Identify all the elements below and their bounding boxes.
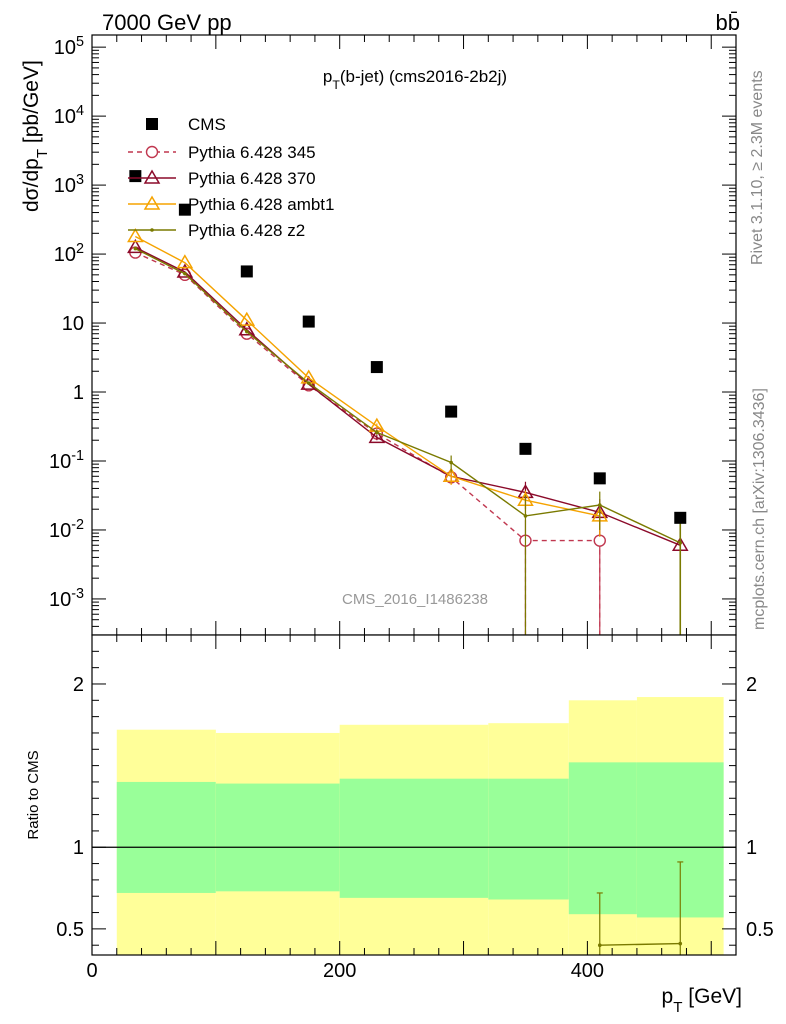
legend-entry: Pythia 6.428 ambt1	[128, 195, 334, 214]
ratio-y-tick-label-right: 0.5	[746, 919, 774, 941]
series-marker	[127, 238, 144, 254]
main-y-tick-label: 102	[54, 241, 84, 266]
ratio-series	[596, 861, 684, 955]
legend-marker	[145, 145, 159, 159]
ratio-y-axis-label: Ratio to CMS	[25, 750, 42, 839]
ratio-axis-ticks: 0 200 400 0.5 0.5 1 1 2 2	[56, 634, 774, 982]
ratio-y-tick-label-right: 1	[746, 837, 757, 859]
series-marker	[375, 430, 379, 435]
ratio-series-line	[599, 942, 681, 946]
analysis-watermark: CMS_2016_I1486238	[342, 591, 488, 608]
ratio-inner-band	[488, 778, 569, 900]
legend-label: CMS	[188, 115, 226, 134]
legend-marker	[150, 228, 154, 232]
main-y-tick-label: 1	[73, 382, 84, 404]
series-marker	[368, 428, 386, 444]
main-frame	[91, 34, 737, 636]
ratio-uncertainty-bands	[92, 697, 736, 955]
main-axis-ticks: 10-3 10-2 10-1 1 10 102 103 104 105	[49, 34, 736, 636]
series-marker	[176, 263, 194, 278]
main-y-tick-label: 105	[54, 34, 84, 59]
data-point-cms	[178, 203, 191, 216]
ratio-marker	[597, 943, 602, 948]
data-point-cms	[302, 315, 315, 328]
series-marker	[183, 271, 187, 276]
main-y-tick-label: 104	[54, 103, 84, 128]
series-line	[135, 251, 600, 542]
chart-title: pT(b-jet) (cms2016-2b2j)	[323, 67, 507, 92]
series-marker	[597, 503, 602, 507]
series-marker	[133, 246, 138, 251]
main-y-axis-label: dσ/dpT [pb/GeV]	[20, 60, 51, 212]
legend-entry: CMS	[146, 115, 226, 134]
ratio-inner-band	[116, 781, 216, 893]
series-marker	[678, 541, 683, 545]
legend-entry: Pythia 6.428 345	[128, 143, 316, 162]
legend-label: Pythia 6.428 ambt1	[188, 195, 334, 214]
header-right-label: bb̄	[716, 10, 740, 35]
ratio-inner-band	[339, 778, 489, 898]
ratio-y-tick-label: 1	[73, 837, 84, 859]
legend-entry: Pythia 6.428 370	[128, 169, 316, 188]
data-point-cms	[240, 265, 253, 278]
data-point-cms	[593, 472, 606, 485]
main-y-tick-label: 10-2	[49, 517, 84, 542]
legend-marker	[143, 169, 161, 184]
series-marker	[593, 534, 606, 547]
mcplots-label: mcplots.cern.ch [arXiv:1306.3436]	[751, 388, 768, 630]
main-y-tick-label: 10-1	[49, 448, 84, 473]
header-left-label: 7000 GeV pp	[102, 10, 232, 35]
series-cms	[129, 170, 687, 524]
data-point-cms	[445, 405, 458, 418]
ratio-inner-band	[568, 762, 637, 915]
main-series	[127, 170, 689, 635]
ratio-y-tick-label: 0.5	[56, 919, 84, 941]
series-marker	[127, 227, 144, 243]
x-axis-label: pT [GeV]	[662, 985, 742, 1016]
legend-label: Pythia 6.428 345	[188, 143, 316, 162]
x-tick-label: 0	[86, 960, 97, 982]
main-y-tick-label: 103	[54, 172, 84, 197]
legend-entry: Pythia 6.428 z2	[128, 221, 305, 240]
data-point-cms	[674, 511, 687, 524]
legend-marker	[143, 195, 161, 210]
rivet-label: Rivet 3.1.10, ≥ 2.3M events	[749, 70, 766, 265]
series-marker	[245, 329, 249, 334]
main-y-tick-label: 10-3	[49, 586, 84, 611]
legend-marker-cms	[146, 118, 158, 130]
series-line	[134, 235, 600, 517]
series-marker	[449, 460, 453, 465]
main-y-tick-label: 10	[62, 313, 84, 335]
series-marker	[442, 467, 460, 483]
ratio-inner-band	[215, 783, 340, 892]
data-point-cms	[370, 361, 383, 374]
ratio-series-z2	[596, 861, 684, 955]
legend: CMS Pythia 6.428 345 Pythia 6.428 370 Pythi…	[128, 115, 334, 240]
series-marker	[523, 514, 528, 518]
series-marker	[176, 254, 194, 269]
legend-label: Pythia 6.428 370	[188, 169, 316, 188]
main-plot-area	[91, 34, 737, 636]
legend-label: Pythia 6.428 z2	[188, 221, 305, 240]
series-marker	[238, 311, 256, 326]
x-tick-label: 200	[323, 960, 356, 982]
ratio-marker	[678, 941, 683, 946]
series-marker	[306, 381, 311, 385]
series-pythia-6-428-z2	[133, 246, 683, 635]
data-point-cms	[129, 170, 142, 183]
x-tick-label: 400	[571, 960, 604, 982]
ratio-panel: 0 200 400 0.5 0.5 1 1 2 2 Ratio to CMS pT [GeV]	[25, 634, 774, 1016]
ratio-y-tick-label-right: 2	[746, 674, 757, 696]
data-point-cms	[519, 442, 532, 455]
main-panel: 10-3 10-2 10-1 1 10 102 103 104 105 CMS Pythia 6.…	[20, 34, 737, 636]
ratio-y-tick-label: 2	[73, 674, 84, 696]
